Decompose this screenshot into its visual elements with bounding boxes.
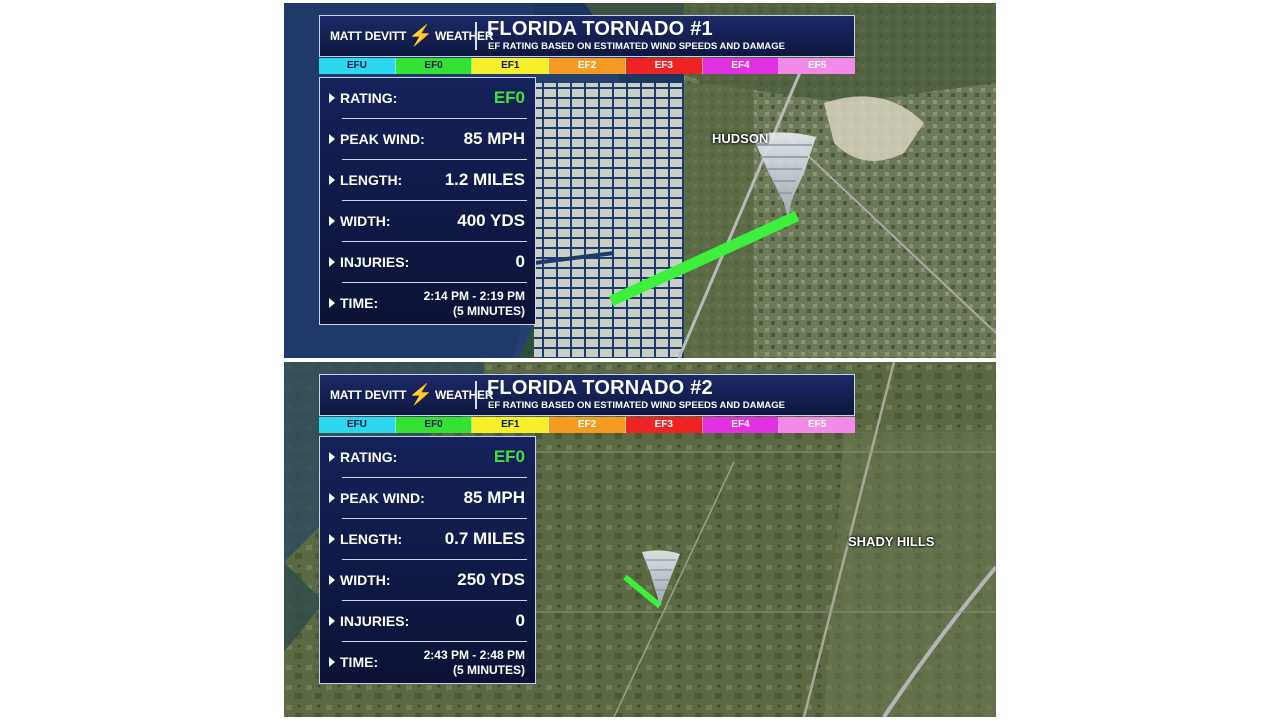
info-row-injuries: INJURIES: 0 (320, 242, 535, 283)
tornado-track (608, 210, 800, 307)
ef-scale-item: EF3 (625, 58, 703, 74)
panel-subtitle: EF RATING BASED ON ESTIMATED WIND SPEEDS… (488, 41, 785, 52)
info-row-peak-wind: PEAK WIND: 85 MPH (320, 478, 535, 519)
panel-title: FLORIDA TORNADO #1 (487, 18, 713, 40)
ef-scale-item: EF5 (779, 58, 856, 74)
tornado-panel-1: HUDSON MATT DEVITT ⚡ WEATHER FLORIDA TOR… (284, 3, 996, 358)
info-box: RATING: EF0 PEAK WIND: 85 MPH LENGTH: 0.… (319, 436, 536, 684)
brand-logo: MATT DEVITT ⚡ WEATHER (330, 25, 494, 47)
tornado-funnel-icon (642, 550, 680, 606)
rating-value: EF0 (493, 88, 525, 107)
header-bar: MATT DEVITT ⚡ WEATHER FLORIDA TORNADO #1… (319, 15, 855, 57)
bullet-triangle-icon (329, 134, 335, 144)
tornado-panel-2: SHADY HILLS MATT DEVITT ⚡ WEATHER FLORID… (284, 362, 996, 717)
ef-scale-item: EF2 (549, 58, 626, 74)
ef-scale: EFU EF0 EF1 EF2 EF3 EF4 EF5 (319, 417, 856, 433)
bullet-triangle-icon (329, 493, 335, 503)
bullet-triangle-icon (329, 575, 335, 585)
bullet-triangle-icon (329, 257, 335, 267)
ef-scale-item: EF3 (625, 417, 703, 433)
place-label: SHADY HILLS (848, 534, 935, 549)
info-row-time: TIME: 2:43 PM - 2:48 PM (5 MINUTES) (320, 642, 535, 683)
panel-title: FLORIDA TORNADO #2 (487, 377, 713, 399)
ef-scale-item: EF4 (702, 417, 780, 433)
bullet-triangle-icon (329, 616, 335, 626)
ef-scale-item: EF0 (395, 58, 473, 74)
bullet-triangle-icon (329, 452, 335, 462)
bullet-triangle-icon (329, 657, 335, 667)
info-box: RATING: EF0 PEAK WIND: 85 MPH LENGTH: 1.… (319, 77, 536, 325)
header-bar: MATT DEVITT ⚡ WEATHER FLORIDA TORNADO #2… (319, 374, 855, 416)
ef-scale-item: EFU (319, 58, 396, 74)
bullet-triangle-icon (329, 216, 335, 226)
bullet-triangle-icon (329, 93, 335, 103)
info-row-width: WIDTH: 400 YDS (320, 201, 535, 242)
info-row-injuries: INJURIES: 0 (320, 601, 535, 642)
lightning-bolt-icon: ⚡ (408, 384, 433, 406)
ef-scale-item: EFU (319, 417, 396, 433)
rating-value: EF0 (493, 447, 525, 466)
info-row-length: LENGTH: 0.7 MILES (320, 519, 535, 560)
info-row-rating: RATING: EF0 (320, 437, 535, 478)
tornado-track (623, 574, 662, 609)
ef-scale-item: EF5 (779, 417, 856, 433)
ef-scale-item: EF1 (472, 417, 550, 433)
info-row-rating: RATING: EF0 (320, 78, 535, 119)
ef-scale: EFU EF0 EF1 EF2 EF3 EF4 EF5 (319, 58, 856, 74)
tornado-funnel-icon (752, 132, 816, 219)
info-row-length: LENGTH: 1.2 MILES (320, 160, 535, 201)
header-divider (475, 381, 477, 409)
bullet-triangle-icon (329, 534, 335, 544)
info-row-width: WIDTH: 250 YDS (320, 560, 535, 601)
place-label: HUDSON (712, 131, 769, 146)
panel-subtitle: EF RATING BASED ON ESTIMATED WIND SPEEDS… (488, 400, 785, 411)
ef-scale-item: EF4 (702, 58, 780, 74)
bullet-triangle-icon (329, 298, 335, 308)
bullet-triangle-icon (329, 175, 335, 185)
lightning-bolt-icon: ⚡ (408, 25, 433, 47)
info-row-time: TIME: 2:14 PM - 2:19 PM (5 MINUTES) (320, 283, 535, 324)
header-divider (475, 22, 477, 50)
info-row-peak-wind: PEAK WIND: 85 MPH (320, 119, 535, 160)
brand-logo: MATT DEVITT ⚡ WEATHER (330, 384, 494, 406)
ef-scale-item: EF2 (549, 417, 626, 433)
ef-scale-item: EF0 (395, 417, 473, 433)
ef-scale-item: EF1 (472, 58, 550, 74)
